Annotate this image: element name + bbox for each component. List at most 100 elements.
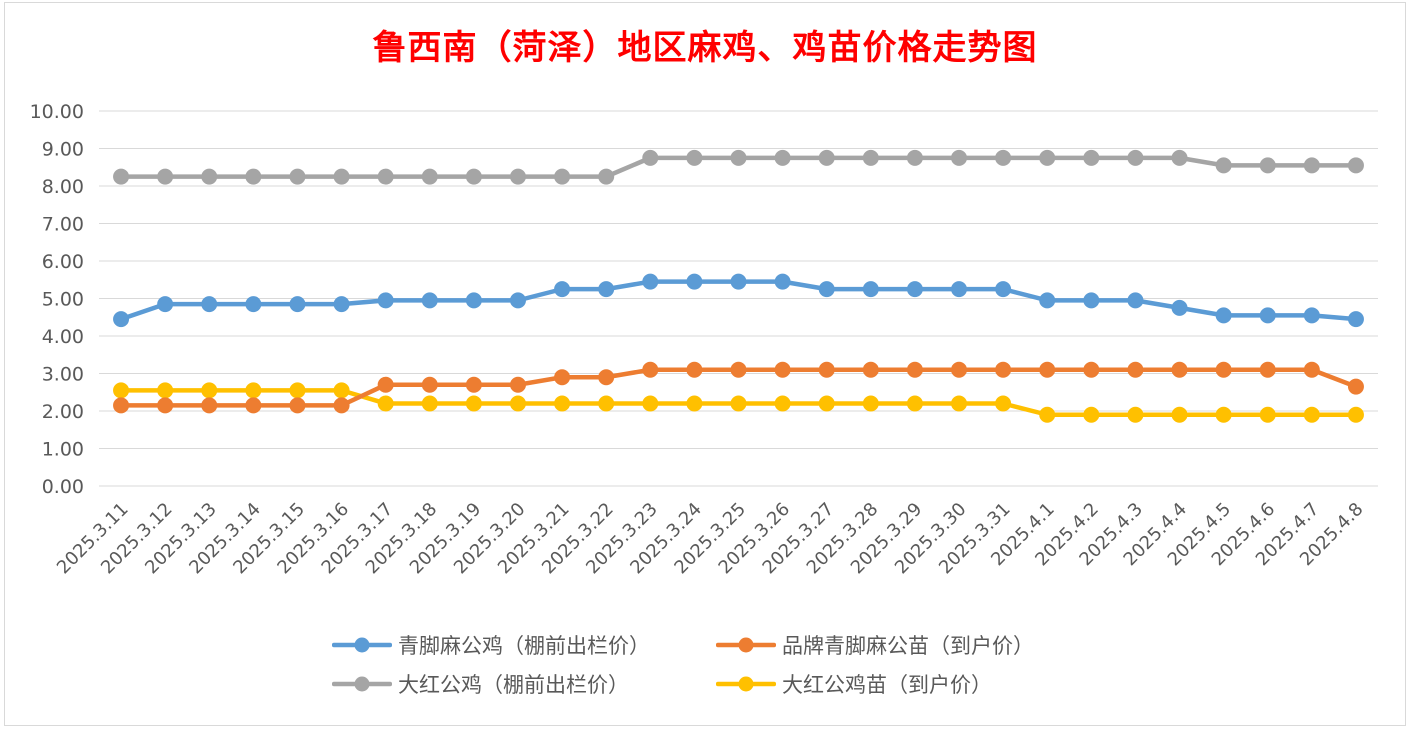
data-point — [1127, 361, 1144, 378]
data-point — [1259, 307, 1276, 324]
data-point — [509, 292, 526, 309]
data-point — [1083, 149, 1100, 166]
data-point — [1127, 292, 1144, 309]
data-point — [1259, 406, 1276, 423]
legend-swatch — [716, 637, 776, 653]
data-point — [157, 296, 174, 313]
data-point — [951, 361, 968, 378]
data-point — [730, 149, 747, 166]
data-point — [686, 395, 703, 412]
data-point — [1127, 149, 1144, 166]
data-point — [421, 292, 438, 309]
legend-item: 大红公鸡（棚前出栏价） — [332, 669, 629, 699]
legend-item: 品牌青脚麻公苗（到户价） — [716, 630, 1034, 660]
data-point — [289, 168, 306, 185]
data-point — [598, 281, 615, 298]
data-point — [1303, 307, 1320, 324]
data-point — [157, 168, 174, 185]
data-point — [1215, 361, 1232, 378]
data-point — [995, 149, 1012, 166]
y-tick-label: 6.00 — [42, 251, 84, 273]
data-point — [642, 395, 659, 412]
data-point — [642, 273, 659, 290]
data-point — [818, 395, 835, 412]
y-tick-label: 7.00 — [42, 214, 84, 236]
data-point — [289, 296, 306, 313]
data-point — [465, 395, 482, 412]
data-point — [201, 296, 218, 313]
data-point — [245, 168, 262, 185]
y-tick-label: 0.00 — [42, 476, 84, 498]
data-point — [1215, 307, 1232, 324]
legend-label: 品牌青脚麻公苗（到户价） — [782, 634, 1034, 658]
y-tick-label: 1.00 — [42, 439, 84, 461]
data-point — [509, 168, 526, 185]
data-point — [113, 397, 130, 414]
data-point — [1039, 406, 1056, 423]
data-point — [245, 296, 262, 313]
data-point — [421, 395, 438, 412]
chart-area[interactable] — [4, 2, 1406, 726]
data-point — [465, 376, 482, 393]
data-point — [333, 168, 350, 185]
data-point — [862, 281, 879, 298]
series-1 — [113, 361, 1364, 414]
data-point — [1083, 292, 1100, 309]
y-tick-label: 3.00 — [42, 364, 84, 386]
data-point — [862, 149, 879, 166]
data-point — [818, 281, 835, 298]
data-point — [906, 395, 923, 412]
data-point — [465, 292, 482, 309]
data-point — [377, 395, 394, 412]
data-point — [1303, 406, 1320, 423]
series-0 — [113, 273, 1364, 328]
data-point — [598, 168, 615, 185]
data-point — [951, 395, 968, 412]
data-point — [730, 361, 747, 378]
data-point — [1171, 406, 1188, 423]
data-point — [421, 376, 438, 393]
data-point — [377, 168, 394, 185]
series-2 — [113, 149, 1364, 185]
data-point — [906, 361, 923, 378]
data-point — [1083, 406, 1100, 423]
data-point — [1347, 311, 1364, 328]
data-point — [642, 149, 659, 166]
y-tick-label: 4.00 — [42, 326, 84, 348]
data-point — [1215, 406, 1232, 423]
data-point — [554, 281, 571, 298]
data-point — [377, 292, 394, 309]
data-point — [1347, 378, 1364, 395]
data-point — [1303, 157, 1320, 174]
data-point — [1083, 361, 1100, 378]
legend-swatch — [332, 676, 392, 692]
data-point — [1171, 149, 1188, 166]
y-axis-ticks: 0.00 1.00 2.00 3.00 4.00 5.00 6.00 7.00 8.00 9.00… — [30, 101, 84, 498]
chart-title: 鲁西南（菏泽）地区麻鸡、鸡苗价格走势图 — [372, 28, 1038, 68]
data-point — [201, 397, 218, 414]
data-point — [157, 397, 174, 414]
data-point — [862, 361, 879, 378]
data-point — [509, 376, 526, 393]
data-point — [465, 168, 482, 185]
data-point — [1347, 406, 1364, 423]
data-point — [995, 281, 1012, 298]
data-point — [1039, 149, 1056, 166]
data-point — [421, 168, 438, 185]
y-tick-label: 8.00 — [42, 176, 84, 198]
y-tick-label: 2.00 — [42, 401, 84, 423]
data-point — [554, 369, 571, 386]
data-point — [1215, 157, 1232, 174]
data-point — [774, 361, 791, 378]
data-point — [642, 361, 659, 378]
data-point — [730, 395, 747, 412]
legend-item: 青脚麻公鸡（棚前出栏价） — [332, 630, 650, 660]
data-point — [774, 395, 791, 412]
data-point — [1259, 361, 1276, 378]
data-point — [289, 397, 306, 414]
data-point — [1303, 361, 1320, 378]
legend-swatch — [716, 676, 776, 692]
data-point — [1127, 406, 1144, 423]
